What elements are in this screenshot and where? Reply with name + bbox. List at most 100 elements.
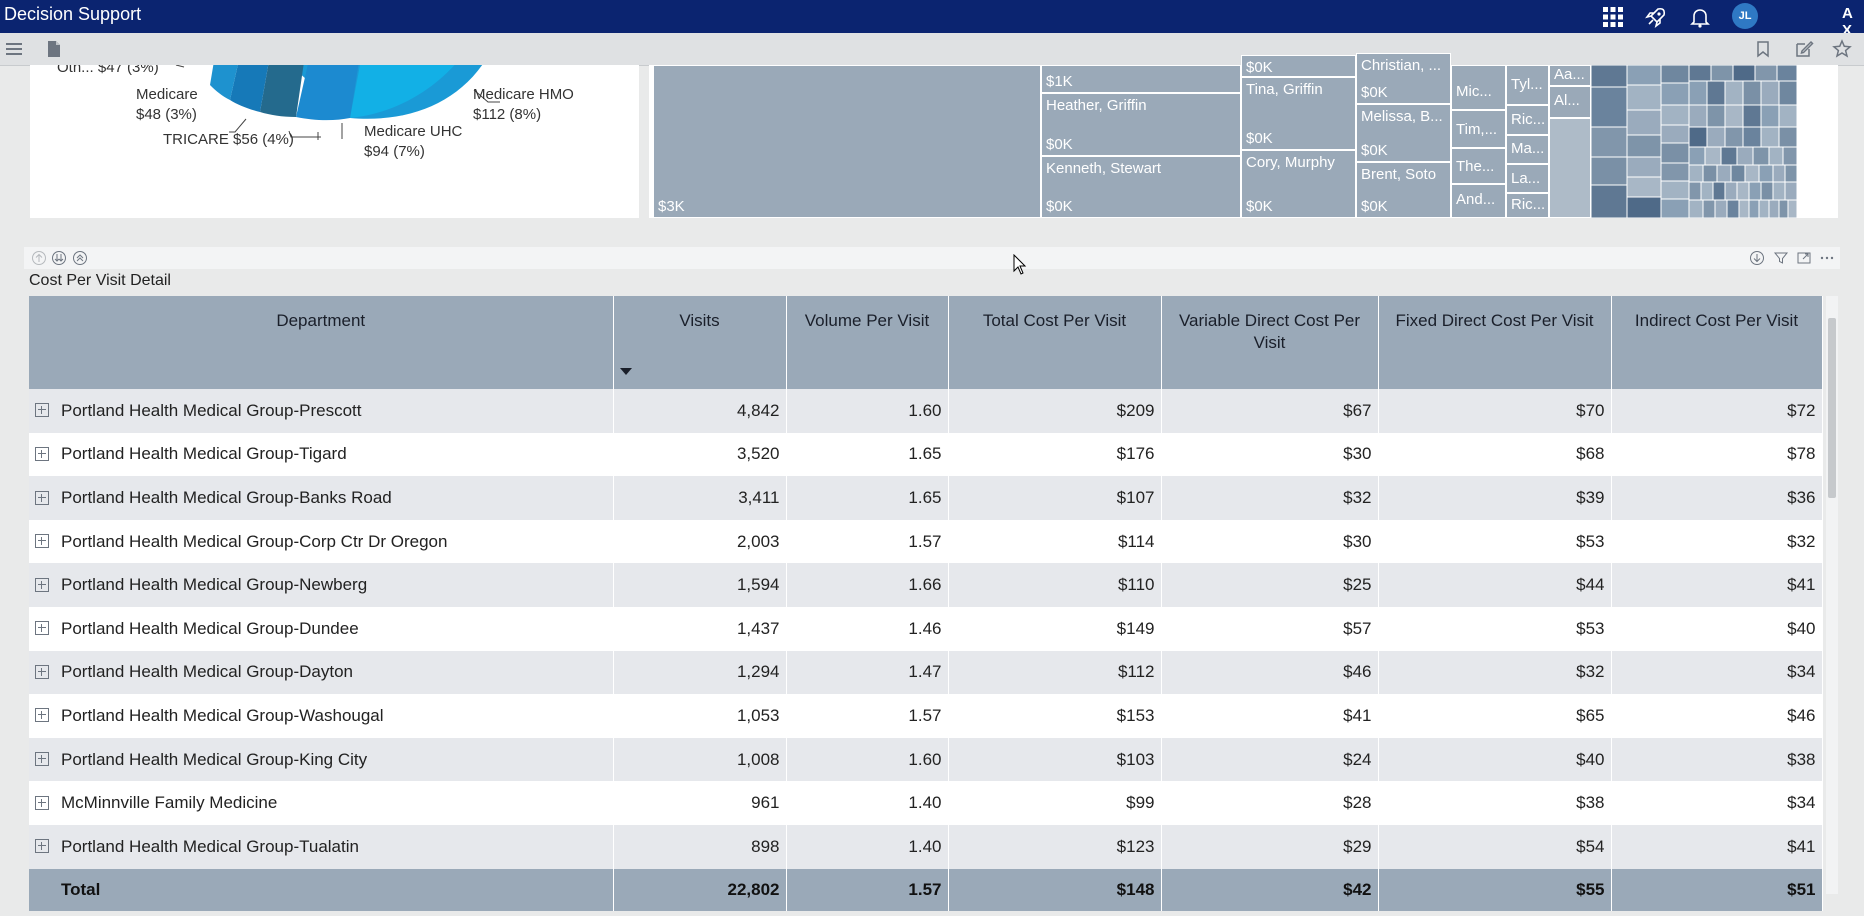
more-options-icon[interactable]: [1819, 250, 1835, 266]
table-row[interactable]: Portland Health Medical Group-Washougal 1…: [29, 694, 1823, 738]
column-header-fixed-direct-cost[interactable]: Fixed Direct Cost Per Visit: [1378, 296, 1612, 389]
pie-slice-other[interactable]: [210, 65, 240, 100]
document-icon[interactable]: [44, 39, 64, 59]
visits-cell: 898: [613, 824, 787, 869]
treemap-tile[interactable]: $3K: [653, 65, 1041, 218]
volume-per-visit-cell: 1.40: [786, 824, 949, 869]
volume-per-visit-cell: 1.65: [786, 476, 949, 520]
total-cost-cell: $112: [948, 650, 1162, 695]
treemap-tile[interactable]: Ric...: [1506, 105, 1549, 135]
treemap-tile[interactable]: Ma...: [1506, 135, 1549, 164]
treemap-tile[interactable]: La...: [1506, 164, 1549, 193]
expand-row-icon[interactable]: [35, 490, 49, 505]
treemap-tile[interactable]: Al...: [1549, 86, 1591, 118]
column-header-volume-per-visit[interactable]: Volume Per Visit: [786, 296, 949, 389]
treemap-tile[interactable]: Cory, Murphy $0K: [1241, 150, 1356, 218]
treemap-tile-name: Ric...: [1511, 111, 1546, 128]
edit-icon[interactable]: [1794, 39, 1814, 59]
pie-slice-medicare[interactable]: [230, 65, 270, 112]
table-row[interactable]: McMinnville Family Medicine 961 1.40 $99 $28…: [29, 781, 1823, 825]
column-header-visits[interactable]: Visits: [613, 296, 787, 389]
filter-icon[interactable]: [1773, 250, 1789, 266]
treemap-tile[interactable]: Ric...: [1506, 193, 1549, 218]
expand-row-icon[interactable]: [35, 708, 49, 723]
table-row[interactable]: Portland Health Medical Group-Tigard 3,52…: [29, 432, 1823, 477]
pie-slice-medicare-uhc[interactable]: [296, 65, 360, 121]
expand-row-icon[interactable]: [35, 752, 49, 767]
indirect-cost-cell: $41: [1611, 824, 1823, 869]
treemap-tile-value: $0K: [1246, 59, 1273, 76]
menu-icon[interactable]: [4, 39, 24, 59]
table-row[interactable]: Portland Health Medical Group-Dundee 1,43…: [29, 606, 1823, 651]
focus-mode-icon[interactable]: [1796, 250, 1812, 266]
volume-per-visit-cell: 1.60: [786, 389, 949, 433]
treemap-tile[interactable]: Tyl...: [1506, 65, 1549, 105]
indirect-cost-cell: $72: [1611, 389, 1823, 433]
pie-slice-tricare[interactable]: [260, 65, 305, 117]
table-row[interactable]: Portland Health Medical Group-Prescott 4,…: [29, 389, 1823, 433]
total-cost-per-visit: $148: [948, 868, 1162, 911]
sort-descending-icon[interactable]: [619, 368, 632, 375]
volume-per-visit-cell: 1.57: [786, 694, 949, 738]
drill-up-icon[interactable]: [31, 250, 47, 266]
expand-row-icon[interactable]: [35, 534, 49, 549]
treemap-tile-name: Ma...: [1511, 140, 1545, 157]
fixed-direct-cost-cell: $53: [1378, 519, 1612, 564]
bookmark-icon[interactable]: [1753, 39, 1773, 59]
apps-grid-icon[interactable]: [1602, 6, 1624, 28]
treemap-tile[interactable]: Mic...: [1451, 65, 1506, 110]
pie-label-medicare-value: $48 (3%): [136, 106, 197, 123]
treemap-tile[interactable]: Melissa, B... $0K: [1356, 104, 1451, 162]
total-cost-cell: $114: [948, 519, 1162, 564]
treemap-tile[interactable]: [1549, 118, 1591, 218]
treemap-tile-value: $1K: [1046, 73, 1073, 90]
table-row[interactable]: Portland Health Medical Group-Corp Ctr D…: [29, 519, 1823, 564]
expand-row-icon[interactable]: [35, 795, 49, 810]
expand-row-icon[interactable]: [35, 621, 49, 636]
user-avatar[interactable]: JL: [1732, 3, 1758, 29]
star-icon[interactable]: [1832, 39, 1852, 59]
treemap-tile[interactable]: Tina, Griffin $0K: [1241, 77, 1356, 150]
bell-icon[interactable]: [1689, 6, 1711, 28]
treemap-tile[interactable]: $0K: [1241, 55, 1356, 77]
indirect-cost-cell: $34: [1611, 650, 1823, 695]
treemap-tile[interactable]: And...: [1451, 184, 1506, 218]
pie-label-medicare-uhc-value: $94 (7%): [364, 143, 425, 160]
pie-slice-medicare-hmo[interactable]: [350, 65, 463, 118]
expand-row-icon[interactable]: [35, 403, 49, 418]
expand-row-icon[interactable]: [35, 446, 49, 461]
treemap-tile[interactable]: Aa...: [1549, 65, 1591, 86]
table-scrollbar[interactable]: [1826, 296, 1838, 894]
total-fixed-direct-cost: $55: [1378, 868, 1612, 911]
treemap-tile-name: Christian, ...: [1361, 57, 1442, 74]
treemap-tile-name: Tim,...: [1456, 121, 1498, 138]
expand-row-icon[interactable]: [35, 839, 49, 854]
indirect-cost-cell: $34: [1611, 781, 1823, 825]
table-row[interactable]: Portland Health Medical Group-Dayton 1,29…: [29, 650, 1823, 695]
treemap-tile[interactable]: Kenneth, Stewart $0K: [1041, 156, 1241, 218]
visits-cell: 2,003: [613, 519, 787, 564]
treemap-tile[interactable]: Christian, ... $0K: [1356, 53, 1451, 104]
table-row[interactable]: Portland Health Medical Group-Tualatin 89…: [29, 824, 1823, 869]
total-visits: 22,802: [613, 868, 787, 911]
column-header-total-cost-per-visit[interactable]: Total Cost Per Visit: [948, 296, 1162, 389]
treemap-tile[interactable]: The...: [1451, 148, 1506, 184]
treemap-tile[interactable]: Tim,...: [1451, 110, 1506, 148]
treemap-tile[interactable]: Brent, Soto $0K: [1356, 162, 1451, 218]
rocket-icon[interactable]: [1645, 6, 1667, 28]
treemap-tile[interactable]: Heather, Griffin $0K: [1041, 93, 1241, 156]
treemap-tile[interactable]: $1K: [1041, 65, 1241, 93]
table-row[interactable]: Portland Health Medical Group-Newberg 1,5…: [29, 563, 1823, 607]
expand-row-icon[interactable]: [35, 577, 49, 592]
expand-all-icon[interactable]: [72, 250, 88, 266]
expand-row-icon[interactable]: [35, 664, 49, 679]
column-header-department[interactable]: Department: [29, 296, 614, 389]
scrollbar-thumb[interactable]: [1828, 318, 1836, 498]
export-icon[interactable]: [1749, 250, 1765, 266]
column-header-variable-direct-cost[interactable]: Variable Direct Cost Per Visit: [1161, 296, 1379, 389]
visits-cell: 1,294: [613, 650, 787, 695]
table-row[interactable]: Portland Health Medical Group-King City 1…: [29, 737, 1823, 782]
table-row[interactable]: Portland Health Medical Group-Banks Road…: [29, 476, 1823, 520]
drill-down-icon[interactable]: [51, 250, 67, 266]
column-header-indirect-cost[interactable]: Indirect Cost Per Visit: [1611, 296, 1823, 389]
